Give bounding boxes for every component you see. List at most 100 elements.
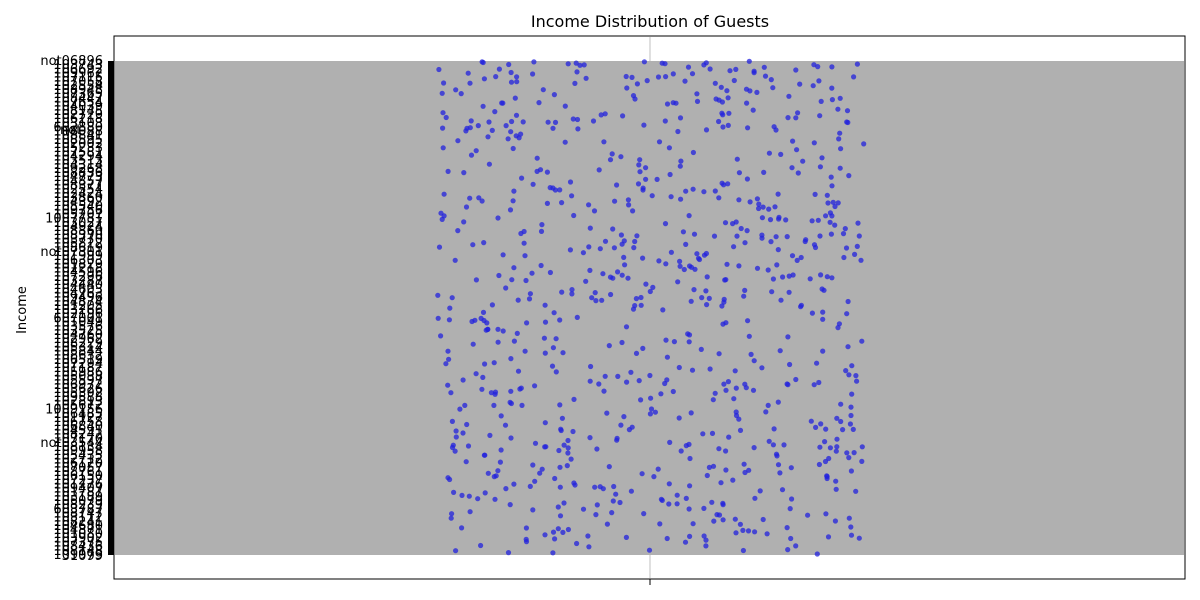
y-tick-label: 101080 bbox=[53, 527, 103, 542]
data-point bbox=[596, 167, 602, 173]
data-point bbox=[703, 288, 709, 294]
data-point bbox=[833, 448, 839, 454]
data-point bbox=[846, 173, 852, 179]
data-point bbox=[837, 130, 843, 136]
data-point bbox=[754, 265, 761, 271]
data-point bbox=[683, 188, 689, 194]
data-point bbox=[660, 307, 666, 313]
data-point bbox=[756, 205, 762, 212]
y-tick-label: 101127 bbox=[53, 411, 103, 426]
y-tick-label: 107115 bbox=[53, 71, 103, 86]
data-point bbox=[677, 115, 684, 121]
data-point bbox=[611, 483, 617, 490]
data-point bbox=[451, 489, 457, 495]
data-point bbox=[854, 378, 860, 384]
data-point bbox=[853, 488, 859, 494]
data-point bbox=[812, 244, 819, 251]
data-point bbox=[773, 234, 779, 240]
data-point bbox=[751, 445, 757, 451]
data-point bbox=[745, 318, 751, 324]
data-point bbox=[441, 191, 447, 197]
data-point bbox=[704, 274, 710, 280]
data-point bbox=[523, 539, 530, 545]
data-point bbox=[723, 448, 729, 454]
data-point bbox=[700, 431, 706, 437]
data-point bbox=[537, 470, 543, 476]
data-point bbox=[694, 98, 701, 104]
data-point bbox=[830, 199, 836, 205]
data-point bbox=[840, 427, 846, 433]
data-point bbox=[727, 68, 733, 74]
data-point bbox=[625, 275, 631, 281]
data-point bbox=[675, 279, 681, 285]
data-point bbox=[657, 521, 663, 527]
data-point bbox=[461, 219, 467, 225]
data-point bbox=[823, 511, 829, 517]
data-point bbox=[682, 78, 688, 84]
data-point bbox=[662, 221, 669, 227]
y-tick-label: 104314 bbox=[53, 158, 103, 173]
data-point bbox=[509, 277, 515, 283]
data-point bbox=[726, 434, 732, 440]
data-point bbox=[720, 517, 726, 523]
data-point bbox=[542, 350, 548, 356]
y-tick-label: 103513 bbox=[53, 154, 103, 169]
data-point bbox=[609, 509, 615, 516]
data-point bbox=[491, 402, 497, 408]
data-point bbox=[575, 126, 581, 132]
data-point bbox=[617, 499, 623, 506]
data-point bbox=[470, 242, 476, 248]
data-point bbox=[834, 444, 840, 450]
data-point bbox=[732, 368, 738, 374]
data-point bbox=[623, 324, 630, 330]
data-point bbox=[519, 175, 525, 181]
data-point bbox=[622, 262, 628, 268]
data-point bbox=[784, 234, 790, 240]
data-point bbox=[786, 289, 792, 295]
data-point bbox=[811, 140, 817, 146]
data-point bbox=[643, 176, 649, 182]
data-point bbox=[466, 493, 472, 499]
data-point bbox=[685, 64, 692, 70]
data-point bbox=[808, 418, 814, 424]
data-point bbox=[725, 181, 731, 187]
data-point bbox=[832, 518, 839, 524]
data-point bbox=[709, 430, 716, 436]
data-point bbox=[602, 111, 608, 117]
y-tick-label: 108242 bbox=[53, 428, 103, 443]
data-point bbox=[480, 374, 486, 380]
data-point bbox=[848, 404, 854, 410]
data-point bbox=[855, 220, 861, 226]
data-point bbox=[695, 255, 702, 261]
data-point bbox=[712, 390, 718, 396]
data-point bbox=[845, 344, 851, 350]
data-point bbox=[769, 289, 775, 295]
data-point bbox=[775, 462, 782, 468]
data-point bbox=[594, 446, 600, 452]
data-point bbox=[567, 179, 574, 185]
data-point bbox=[500, 252, 506, 258]
data-point bbox=[628, 369, 634, 375]
data-point bbox=[833, 486, 839, 492]
y-tick-label: 104773 bbox=[53, 170, 103, 185]
data-point bbox=[711, 518, 717, 524]
data-point bbox=[607, 157, 614, 163]
data-point bbox=[571, 396, 577, 402]
data-point bbox=[511, 188, 517, 194]
data-point bbox=[590, 118, 597, 124]
y-tick-label: 109496 bbox=[53, 291, 103, 306]
data-point bbox=[532, 440, 539, 446]
data-point bbox=[485, 326, 491, 332]
data-point bbox=[746, 333, 752, 339]
data-point bbox=[498, 447, 504, 453]
y-tick-label: 106218 bbox=[53, 112, 103, 127]
data-point bbox=[764, 531, 770, 537]
data-point bbox=[666, 501, 672, 507]
data-point bbox=[464, 421, 470, 428]
data-point bbox=[779, 487, 786, 493]
data-point bbox=[600, 271, 606, 277]
data-point bbox=[508, 79, 515, 85]
data-point bbox=[840, 231, 847, 237]
data-point bbox=[798, 304, 804, 310]
data-point bbox=[847, 421, 854, 427]
